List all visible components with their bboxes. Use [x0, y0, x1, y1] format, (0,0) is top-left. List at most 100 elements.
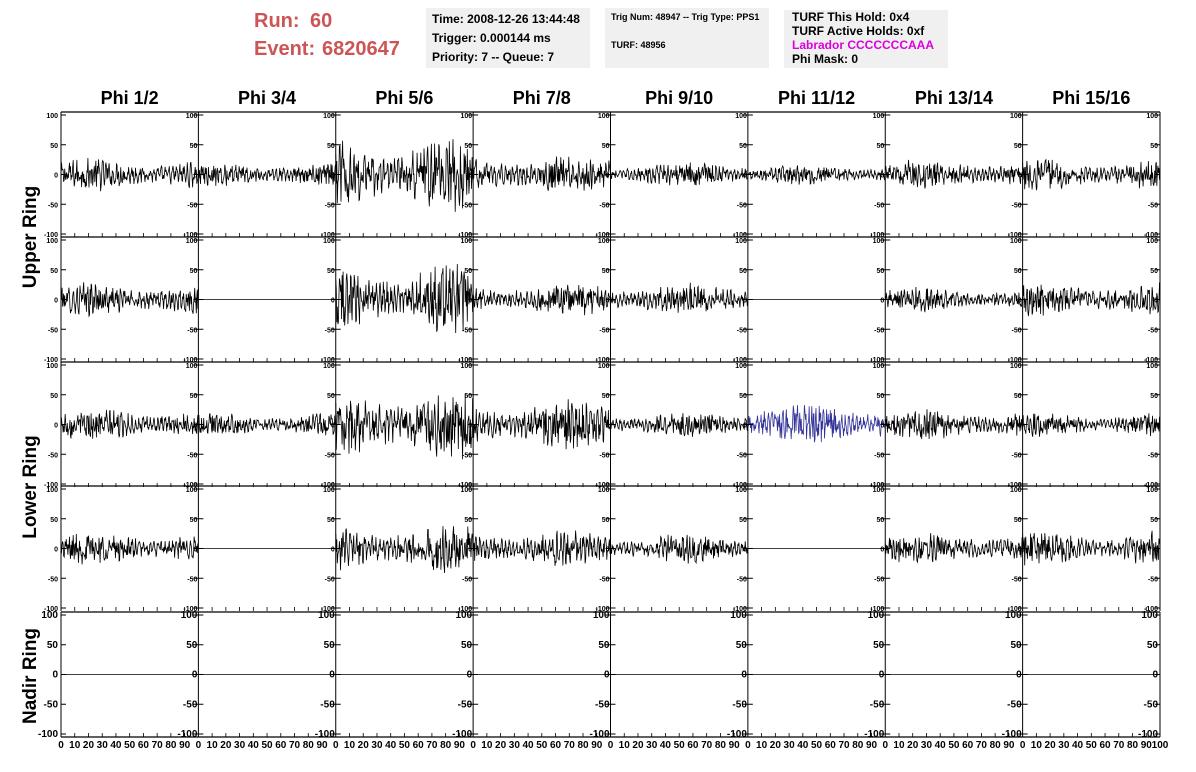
- x-tick-label: 20: [495, 740, 507, 751]
- y-tick-label: -100: [870, 357, 884, 364]
- y-tick-label: 0: [604, 670, 610, 681]
- y-tick-label: 100: [1141, 610, 1158, 621]
- x-tick-label: 0: [470, 740, 476, 751]
- y-tick-label: 50: [464, 143, 472, 150]
- y-tick-label: 50: [876, 393, 884, 400]
- y-tick-label: -50: [48, 452, 58, 459]
- x-tick-label: 40: [248, 740, 260, 751]
- y-tick-label: 50: [1150, 517, 1158, 524]
- y-tick-label: -50: [1144, 699, 1159, 710]
- y-tick-label: 0: [880, 423, 884, 430]
- waveform-trace: [335, 394, 474, 460]
- y-tick-label: -50: [874, 576, 884, 583]
- y-tick-label: 100: [323, 487, 335, 494]
- y-tick-label: -100: [321, 232, 335, 239]
- y-tick-label: 0: [741, 670, 747, 681]
- x-tick-label: 50: [262, 740, 274, 751]
- y-tick-label: -50: [1148, 327, 1158, 334]
- y-tick-label: 50: [324, 640, 336, 651]
- x-tick-label: 20: [83, 740, 95, 751]
- y-tick-label: -50: [320, 699, 335, 710]
- ring-label: Nadir Ring: [20, 628, 41, 724]
- y-tick-label: 100: [1010, 487, 1022, 494]
- y-tick-label: 50: [190, 268, 198, 275]
- time-text: Time: 2008-12-26 13:44:48: [432, 12, 580, 26]
- waveform-trace: [1022, 282, 1161, 317]
- y-tick-label: 0: [467, 670, 473, 681]
- y-tick-label: 100: [868, 610, 885, 621]
- run-value: 60: [310, 10, 333, 32]
- y-tick-label: 50: [602, 268, 610, 275]
- x-tick-label: 50: [948, 740, 960, 751]
- x-tick-label: 0: [608, 740, 614, 751]
- y-tick-label: 0: [331, 298, 335, 305]
- x-tick-label: 90: [179, 740, 191, 751]
- y-tick-label: -100: [44, 606, 58, 613]
- y-tick-label: -100: [183, 606, 197, 613]
- x-tick-label: 60: [413, 740, 425, 751]
- y-tick-label: 0: [331, 423, 335, 430]
- y-tick-label: -100: [870, 606, 884, 613]
- waveform-trace: [60, 533, 199, 565]
- y-tick-label: 50: [50, 393, 58, 400]
- y-tick-label: 50: [1014, 143, 1022, 150]
- y-tick-label: 0: [1018, 298, 1022, 305]
- y-tick-label: 0: [606, 173, 610, 180]
- y-tick-label: 0: [54, 173, 58, 180]
- y-tick-label: 100: [873, 238, 885, 245]
- y-tick-label: -50: [1012, 327, 1022, 334]
- y-tick-label: -100: [38, 729, 58, 740]
- waveform-trace: [1022, 158, 1161, 191]
- y-tick-label: -50: [874, 202, 884, 209]
- y-tick-label: 0: [468, 547, 472, 554]
- x-tick-label: 60: [275, 740, 287, 751]
- y-tick-label: 0: [193, 173, 197, 180]
- y-tick-label: -100: [452, 729, 472, 740]
- ring-label: Lower Ring: [20, 435, 41, 538]
- run-label: Run:: [254, 10, 300, 32]
- y-tick-label: 50: [50, 517, 58, 524]
- x-tick-label: 90: [591, 740, 603, 751]
- phi-mask-text: Phi Mask: 0: [792, 52, 859, 66]
- x-tick-label: 80: [577, 740, 589, 751]
- x-tick-label: 40: [797, 740, 809, 751]
- x-tick-label: 30: [97, 740, 109, 751]
- y-tick-label: 100: [46, 238, 58, 245]
- waveform-trace: [1022, 530, 1161, 566]
- x-tick-label: 90: [1003, 740, 1015, 751]
- waveform-trace: [335, 526, 474, 574]
- x-tick-label: 10: [344, 740, 356, 751]
- y-tick-label: 100: [1005, 610, 1022, 621]
- y-tick-label: -50: [325, 327, 335, 334]
- y-tick-label: -100: [183, 232, 197, 239]
- y-tick-label: -100: [864, 729, 884, 740]
- x-tick-label: 0: [333, 740, 339, 751]
- y-tick-label: -50: [325, 576, 335, 583]
- run-event-box: Run: 60 Event: 6820647: [250, 8, 420, 66]
- y-tick-label: -50: [737, 452, 747, 459]
- y-tick-label: 50: [736, 640, 748, 651]
- waveform-trace: [198, 413, 337, 436]
- y-tick-label: 100: [1146, 238, 1158, 245]
- y-tick-label: 50: [1014, 393, 1022, 400]
- y-tick-label: -50: [737, 327, 747, 334]
- y-tick-label: -50: [48, 576, 58, 583]
- y-tick-label: -100: [1144, 357, 1158, 364]
- y-tick-label: 100: [181, 610, 198, 621]
- y-tick-label: -50: [737, 576, 747, 583]
- y-tick-label: -100: [183, 357, 197, 364]
- y-tick-label: -100: [44, 232, 58, 239]
- x-tick-label: 70: [426, 740, 438, 751]
- x-tick-label: 70: [1113, 740, 1125, 751]
- turf-this-hold-text: TURF This Hold: 0x4: [792, 10, 910, 24]
- y-tick-label: -50: [732, 699, 747, 710]
- waveform-trace: [60, 282, 199, 318]
- x-tick-label: 20: [770, 740, 782, 751]
- y-tick-label: -50: [1012, 452, 1022, 459]
- y-tick-label: 100: [593, 610, 610, 621]
- y-tick-label: 0: [192, 670, 198, 681]
- y-tick-label: 50: [602, 393, 610, 400]
- y-tick-label: 100: [873, 487, 885, 494]
- x-tick-label: 10: [481, 740, 493, 751]
